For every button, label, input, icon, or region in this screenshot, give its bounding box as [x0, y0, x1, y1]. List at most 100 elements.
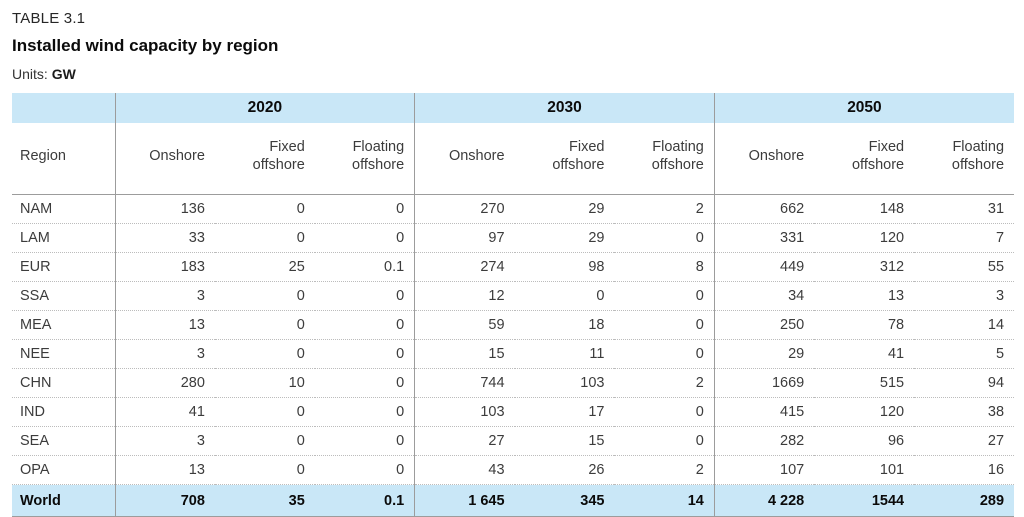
- value-cell: 0: [314, 368, 415, 398]
- column-header-floating-offshore: Floating offshore: [314, 123, 415, 195]
- units-line: Units: GW: [12, 66, 1014, 82]
- value-cell: 11: [514, 339, 615, 369]
- table-row: LAM 33 0 0 97 29 0 331 120 7: [12, 223, 1015, 253]
- value-cell: 3: [114, 339, 215, 369]
- value-cell: 0: [314, 194, 415, 224]
- value-cell: 3: [114, 426, 215, 456]
- table-body: NAM 136 0 0 270 29 2 662 148 31 LAM 33 0 0 97 29 0 331 120…: [12, 194, 1015, 485]
- value-cell: 12: [414, 281, 515, 311]
- table-row: EUR 183 25 0.1 274 98 8 449 312 55: [12, 252, 1015, 282]
- value-cell: 13: [114, 455, 215, 485]
- value-cell: 270: [414, 194, 515, 224]
- value-cell: 27: [914, 426, 1015, 456]
- value-cell: 274: [414, 252, 515, 282]
- year-group-header-2030: 2030: [414, 93, 715, 123]
- value-cell: 34: [713, 281, 815, 311]
- value-cell: 10: [214, 368, 315, 398]
- value-cell: 2: [614, 194, 715, 224]
- wind-capacity-table: 2020 2030 2050 Region Onshore Fixed offs…: [12, 93, 1015, 517]
- value-cell: 0: [214, 455, 315, 485]
- table-row: SSA 3 0 0 12 0 0 34 13 3: [12, 281, 1015, 311]
- value-cell: 120: [814, 223, 915, 253]
- value-cell: 98: [514, 252, 615, 282]
- table-caption: TABLE 3.1: [12, 10, 86, 27]
- value-cell: 0: [314, 426, 415, 456]
- table-header: 2020 2030 2050 Region Onshore Fixed offs…: [12, 93, 1015, 195]
- year-group-header-2020: 2020: [114, 93, 415, 123]
- value-cell: 13: [814, 281, 915, 311]
- corner-cell: [12, 93, 115, 123]
- value-cell: 0: [214, 310, 315, 340]
- table-row: OPA 13 0 0 43 26 2 107 101 16: [12, 455, 1015, 485]
- value-cell: 0: [614, 397, 715, 427]
- total-value-cell: 4 228: [713, 484, 815, 517]
- value-cell: 16: [914, 455, 1015, 485]
- value-cell: 15: [514, 426, 615, 456]
- value-cell: 312: [814, 252, 915, 282]
- value-cell: 331: [713, 223, 815, 253]
- value-cell: 18: [514, 310, 615, 340]
- value-cell: 55: [914, 252, 1015, 282]
- value-cell: 31: [914, 194, 1015, 224]
- region-label: IND: [12, 397, 115, 427]
- column-header-fixed-offshore: Fixed offshore: [214, 123, 315, 195]
- value-cell: 183: [114, 252, 215, 282]
- table-row: IND 41 0 0 103 17 0 415 120 38: [12, 397, 1015, 427]
- region-label: NAM: [12, 194, 115, 224]
- value-cell: 38: [914, 397, 1015, 427]
- value-cell: 3: [914, 281, 1015, 311]
- year-band-row: 2020 2030 2050: [12, 93, 1015, 123]
- value-cell: 17: [514, 397, 615, 427]
- value-cell: 14: [914, 310, 1015, 340]
- total-value-cell: 14: [614, 484, 715, 517]
- table-row: CHN 280 10 0 744 103 2 1669 515 94: [12, 368, 1015, 398]
- value-cell: 33: [114, 223, 215, 253]
- value-cell: 280: [114, 368, 215, 398]
- value-cell: 3: [114, 281, 215, 311]
- region-label: SEA: [12, 426, 115, 456]
- value-cell: 97: [414, 223, 515, 253]
- table-row: SEA 3 0 0 27 15 0 282 96 27: [12, 426, 1015, 456]
- value-cell: 148: [814, 194, 915, 224]
- page-title: Installed wind capacity by region: [12, 36, 279, 55]
- value-cell: 0: [214, 426, 315, 456]
- table-footer: World 708 35 0.1 1 645 345 14 4 228 1544…: [12, 484, 1015, 517]
- value-cell: 662: [713, 194, 815, 224]
- value-cell: 0: [514, 281, 615, 311]
- total-value-cell: 0.1: [314, 484, 415, 517]
- region-label: LAM: [12, 223, 115, 253]
- value-cell: 7: [914, 223, 1015, 253]
- value-cell: 2: [614, 455, 715, 485]
- value-cell: 0: [614, 281, 715, 311]
- value-cell: 0: [214, 281, 315, 311]
- value-cell: 26: [514, 455, 615, 485]
- value-cell: 103: [414, 397, 515, 427]
- column-header-onshore: Onshore: [114, 123, 215, 195]
- value-cell: 0: [214, 397, 315, 427]
- value-cell: 0: [214, 223, 315, 253]
- value-cell: 8: [614, 252, 715, 282]
- region-label: OPA: [12, 455, 115, 485]
- value-cell: 515: [814, 368, 915, 398]
- total-value-cell: 345: [514, 484, 615, 517]
- value-cell: 0: [614, 426, 715, 456]
- value-cell: 5: [914, 339, 1015, 369]
- total-value-cell: 289: [914, 484, 1015, 517]
- total-row: World 708 35 0.1 1 645 345 14 4 228 1544…: [12, 484, 1015, 517]
- value-cell: 1669: [713, 368, 815, 398]
- total-value-cell: 708: [114, 484, 215, 517]
- region-header: Region: [12, 123, 115, 195]
- value-cell: 0: [614, 339, 715, 369]
- column-header-floating-offshore: Floating offshore: [914, 123, 1015, 195]
- value-cell: 0: [214, 339, 315, 369]
- value-cell: 103: [514, 368, 615, 398]
- value-cell: 449: [713, 252, 815, 282]
- units-value: GW: [51, 66, 76, 82]
- value-cell: 0: [314, 455, 415, 485]
- total-value-cell: 1 645: [414, 484, 515, 517]
- value-cell: 78: [814, 310, 915, 340]
- total-value-cell: 35: [214, 484, 315, 517]
- table-row: NAM 136 0 0 270 29 2 662 148 31: [12, 194, 1015, 224]
- value-cell: 41: [114, 397, 215, 427]
